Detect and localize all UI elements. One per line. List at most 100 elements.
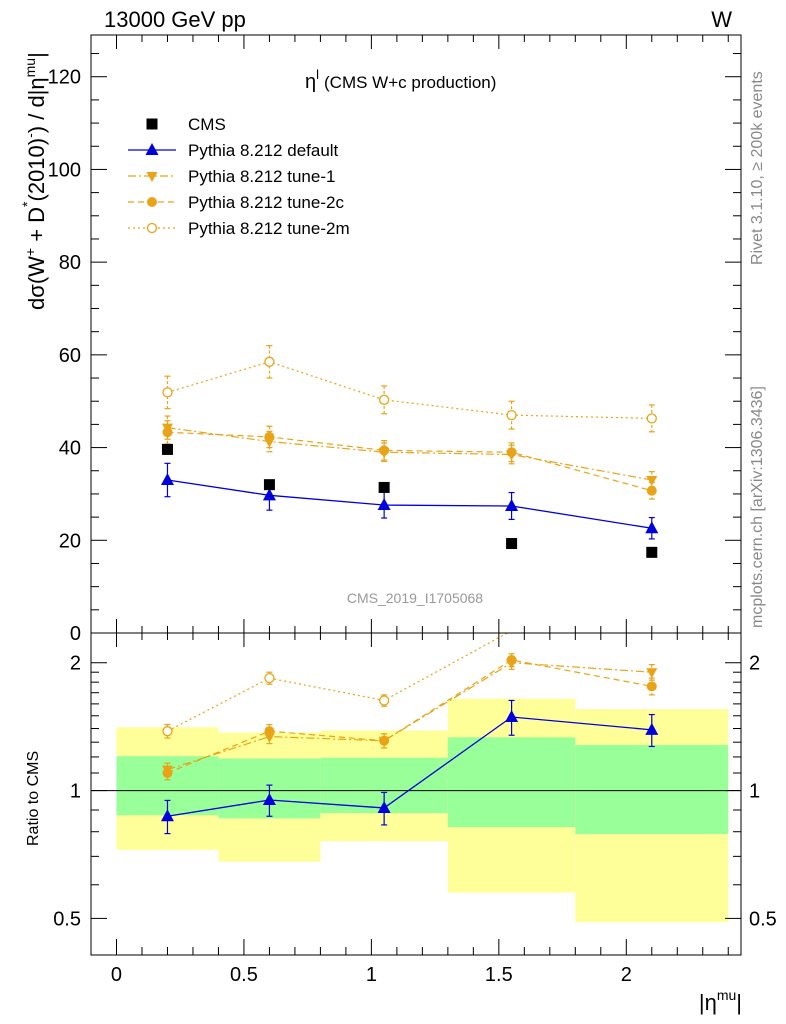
plot-title: ηl (CMS W+c production) — [305, 67, 496, 93]
ratio-y-axis-label: Ratio to CMS — [25, 751, 42, 846]
main-cms-point — [646, 546, 658, 558]
main-y-tick-label: 60 — [59, 345, 81, 367]
plot-title-sup: l — [316, 67, 319, 82]
analysis-watermark: CMS_2019_I1705068 — [347, 590, 483, 606]
y-axis-label: dσ(W+ + D*(2010)-) / d|ηmu| — [19, 52, 49, 310]
xlabel-end: | — [736, 990, 742, 1015]
ratio-tune2m-point — [162, 726, 173, 737]
legend-default-marker — [145, 143, 159, 155]
ratio-tune1-point — [378, 736, 390, 747]
main-default-point — [262, 488, 276, 501]
ylabel-sup-minus: - — [22, 133, 38, 138]
main-y-axis: 0 20 40 60 80 100 120 — [48, 35, 741, 645]
xlabel-sup: mu — [717, 987, 736, 1003]
ratio-y-tick-label-right: 2 — [749, 653, 760, 675]
x-tick-label: 0.5 — [230, 964, 258, 986]
ratio-plot-area — [91, 633, 741, 923]
legend-cms-label: CMS — [188, 115, 226, 134]
main-default-line — [167, 479, 652, 529]
ratio-inner-band — [575, 745, 729, 835]
ratio-y-tick-label-right: 1 — [749, 781, 760, 803]
ratio-y-tick-label-left: 1 — [70, 781, 81, 803]
main-tune2c-line — [167, 431, 652, 492]
main-default-point — [377, 498, 391, 511]
ylabel-part-3: (2010) — [24, 138, 49, 202]
ratio-plot-frame — [90, 632, 742, 956]
ratio-y-tick-label-right: 0.5 — [749, 908, 777, 930]
ratio-default-point — [160, 809, 174, 822]
x-tick-label: 1 — [366, 964, 377, 986]
rivet-label: Rivet 3.1.10, ≥ 200k events — [749, 71, 766, 265]
ratio-default-point — [645, 722, 659, 735]
mcplots-label: mcplots.cern.ch [arXiv:1306.3436] — [749, 386, 766, 628]
main-cms-point — [263, 479, 275, 491]
main-y-tick-label: 0 — [70, 623, 81, 645]
ratio-tune2m-point — [378, 695, 390, 706]
main-default-point — [645, 521, 659, 534]
ratio-default-point — [377, 800, 391, 813]
ratio-y-tick-label-left: 2 — [70, 653, 81, 675]
ratio-tune1-line — [167, 662, 652, 771]
process-label: W — [711, 7, 732, 32]
legend: CMS Pythia 8.212 default Pythia 8.212 tune… — [128, 115, 350, 238]
ratio-default-point — [505, 710, 519, 723]
ratio-axes: 0.5 0.5 1 1 2 2 0 0.5 1 1.5 2 — [53, 633, 777, 986]
ylabel-sup-plus: + — [22, 248, 38, 256]
main-tune1-point — [646, 476, 658, 487]
main-cms-point — [161, 443, 173, 455]
legend-tune1-marker — [146, 172, 158, 182]
ratio-tune2c-point — [646, 681, 657, 692]
ratio-plot-panel: 0.5 0.5 1 1 2 2 0 0.5 1 1.5 2 Ratio to CMS |ηmu| — [25, 632, 777, 1015]
main-tune2m-point — [264, 356, 275, 367]
main-tune1-line — [167, 427, 652, 481]
x-axis-label: |ηmu| — [699, 987, 742, 1015]
main-cms-point — [506, 538, 518, 550]
main-tune2m-point — [506, 409, 517, 421]
ylabel-part-4: ) / d|η — [24, 77, 49, 133]
main-tune1-point — [263, 437, 275, 448]
ratio-tune1-point — [506, 658, 518, 669]
ratio-default-point — [262, 793, 276, 806]
x-tick-label: 1.5 — [485, 964, 513, 986]
x-tick-label: 2 — [621, 964, 632, 986]
legend-tune2c-marker — [147, 197, 157, 207]
x-tick-label: 0 — [111, 964, 122, 986]
main-y-tick-label: 80 — [59, 252, 81, 274]
main-default-point — [505, 498, 519, 511]
energy-label: 13000 GeV pp — [104, 7, 246, 32]
ratio-inner-band — [447, 737, 576, 828]
legend-tune1-label: Pythia 8.212 tune-1 — [188, 167, 335, 186]
main-tune1-point — [161, 423, 173, 434]
main-y-tick-label: 120 — [48, 67, 81, 89]
main-tune2m-point — [378, 394, 390, 405]
main-y-tick-label: 40 — [59, 438, 81, 460]
main-tune1-point — [378, 448, 390, 459]
ratio-tune2m-point — [264, 672, 275, 684]
legend-cms-marker — [146, 118, 158, 130]
main-tune2m-point — [646, 413, 657, 424]
main-cms-point — [378, 481, 390, 493]
ratio-tune1-point — [646, 668, 658, 679]
main-tune2m-line — [167, 361, 652, 419]
ratio-tune1-point — [161, 765, 173, 776]
main-tune1-point — [506, 450, 518, 461]
legend-tune2c-label: Pythia 8.212 tune-2c — [188, 193, 344, 212]
legend-default-label: Pythia 8.212 default — [188, 141, 339, 160]
ylabel-part-1: dσ(W — [24, 256, 49, 310]
legend-tune2m-label: Pythia 8.212 tune-2m — [188, 219, 350, 238]
ratio-tune1-point — [263, 732, 275, 743]
ratio-y-tick-label-left: 0.5 — [53, 908, 81, 930]
main-y-tick-label: 100 — [48, 159, 81, 181]
plot-title-rest: (CMS W+c production) — [324, 73, 496, 92]
main-tune2m-point — [162, 387, 173, 398]
legend-tune2m-marker — [146, 222, 158, 234]
plot-title-main: η — [305, 71, 316, 93]
ylabel-part-5: | — [24, 52, 49, 58]
main-plot-area — [160, 344, 659, 558]
main-plot-panel: 0 20 40 60 80 100 120 ηl (CMS W+c production) d… — [19, 34, 742, 645]
main-y-tick-label: 20 — [59, 530, 81, 552]
ylabel-sup-mu: mu — [22, 58, 38, 77]
ylabel-sup-star: * — [19, 201, 35, 207]
ylabel-part-2: + D — [24, 207, 49, 248]
